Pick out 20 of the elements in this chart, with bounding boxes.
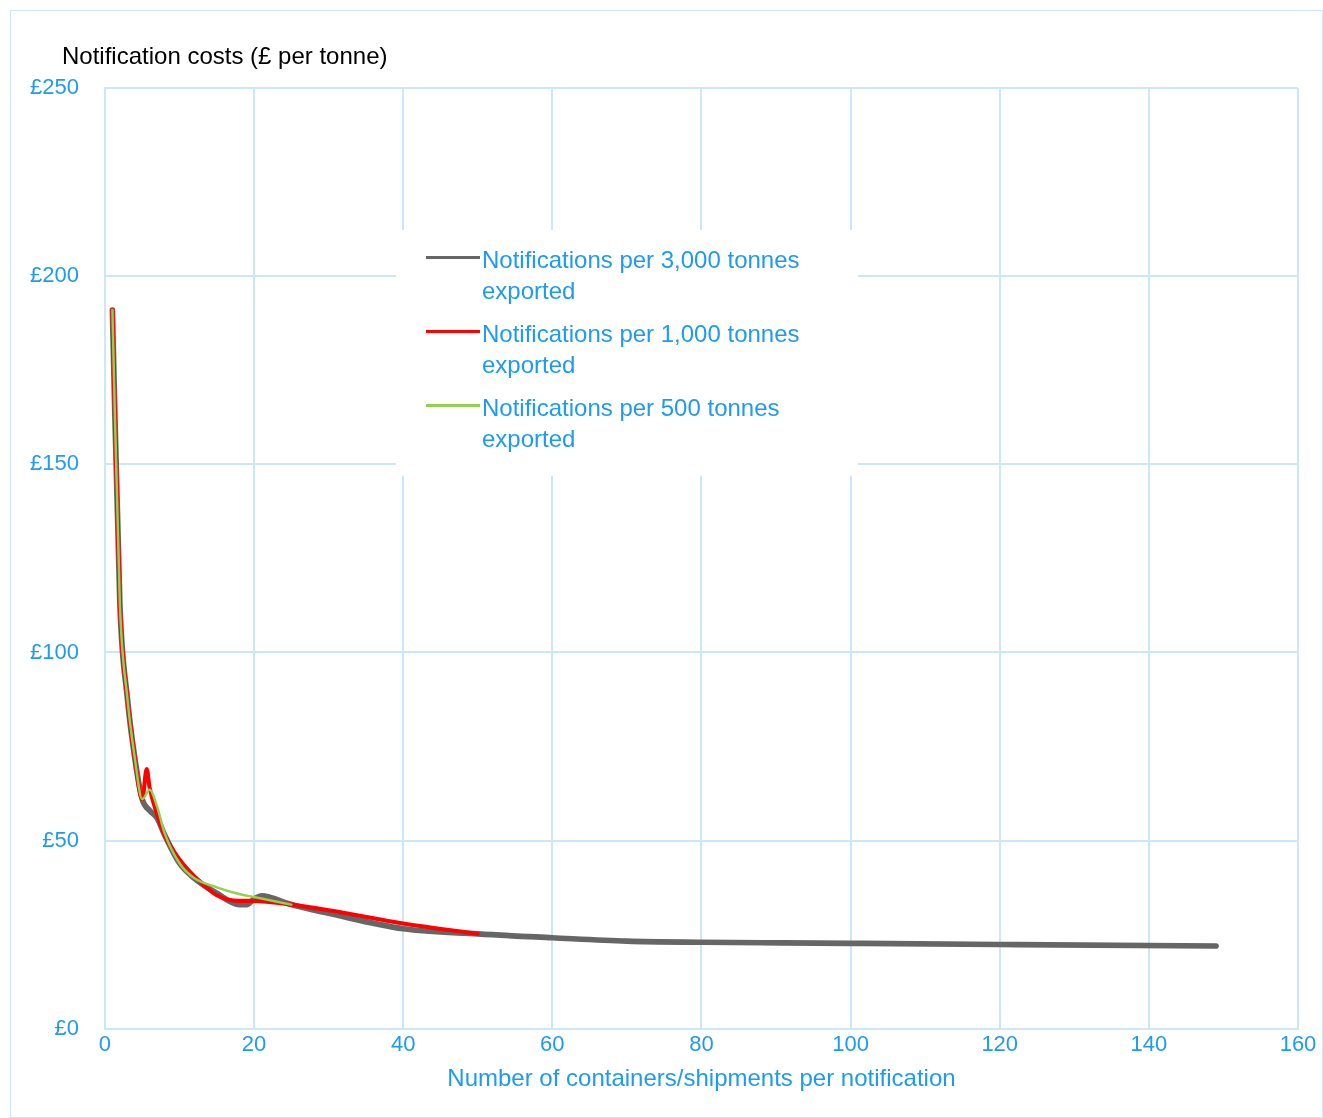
x-tick-label: 100 bbox=[832, 1031, 869, 1057]
x-axis-title: Number of containers/shipments per notification bbox=[447, 1064, 956, 1092]
legend-label: Notifications per 1,000 tonnes exported bbox=[482, 319, 801, 380]
legend-label: Notifications per 500 tonnes exported bbox=[482, 393, 781, 454]
legend-label: Notifications per 3,000 tonnes exported bbox=[482, 245, 801, 306]
x-tick-label: 120 bbox=[981, 1031, 1019, 1057]
y-tick-label: £200 bbox=[29, 262, 79, 288]
x-tick-label: 140 bbox=[1130, 1031, 1168, 1057]
x-tick-label: 160 bbox=[1279, 1031, 1317, 1057]
y-tick-label: £250 bbox=[29, 74, 79, 100]
y-axis-title: Notification costs (£ per tonne) bbox=[62, 41, 388, 69]
y-tick-label: £50 bbox=[42, 826, 79, 852]
x-tick-label: 80 bbox=[689, 1031, 714, 1057]
x-tick-label: 20 bbox=[241, 1031, 267, 1057]
x-tick-label: 0 bbox=[98, 1031, 112, 1057]
y-tick-label: £100 bbox=[29, 638, 79, 664]
y-tick-label: £0 bbox=[54, 1014, 79, 1040]
y-tick-label: £150 bbox=[29, 450, 79, 476]
x-tick-label: 60 bbox=[540, 1031, 565, 1057]
x-tick-label: 40 bbox=[390, 1031, 416, 1057]
